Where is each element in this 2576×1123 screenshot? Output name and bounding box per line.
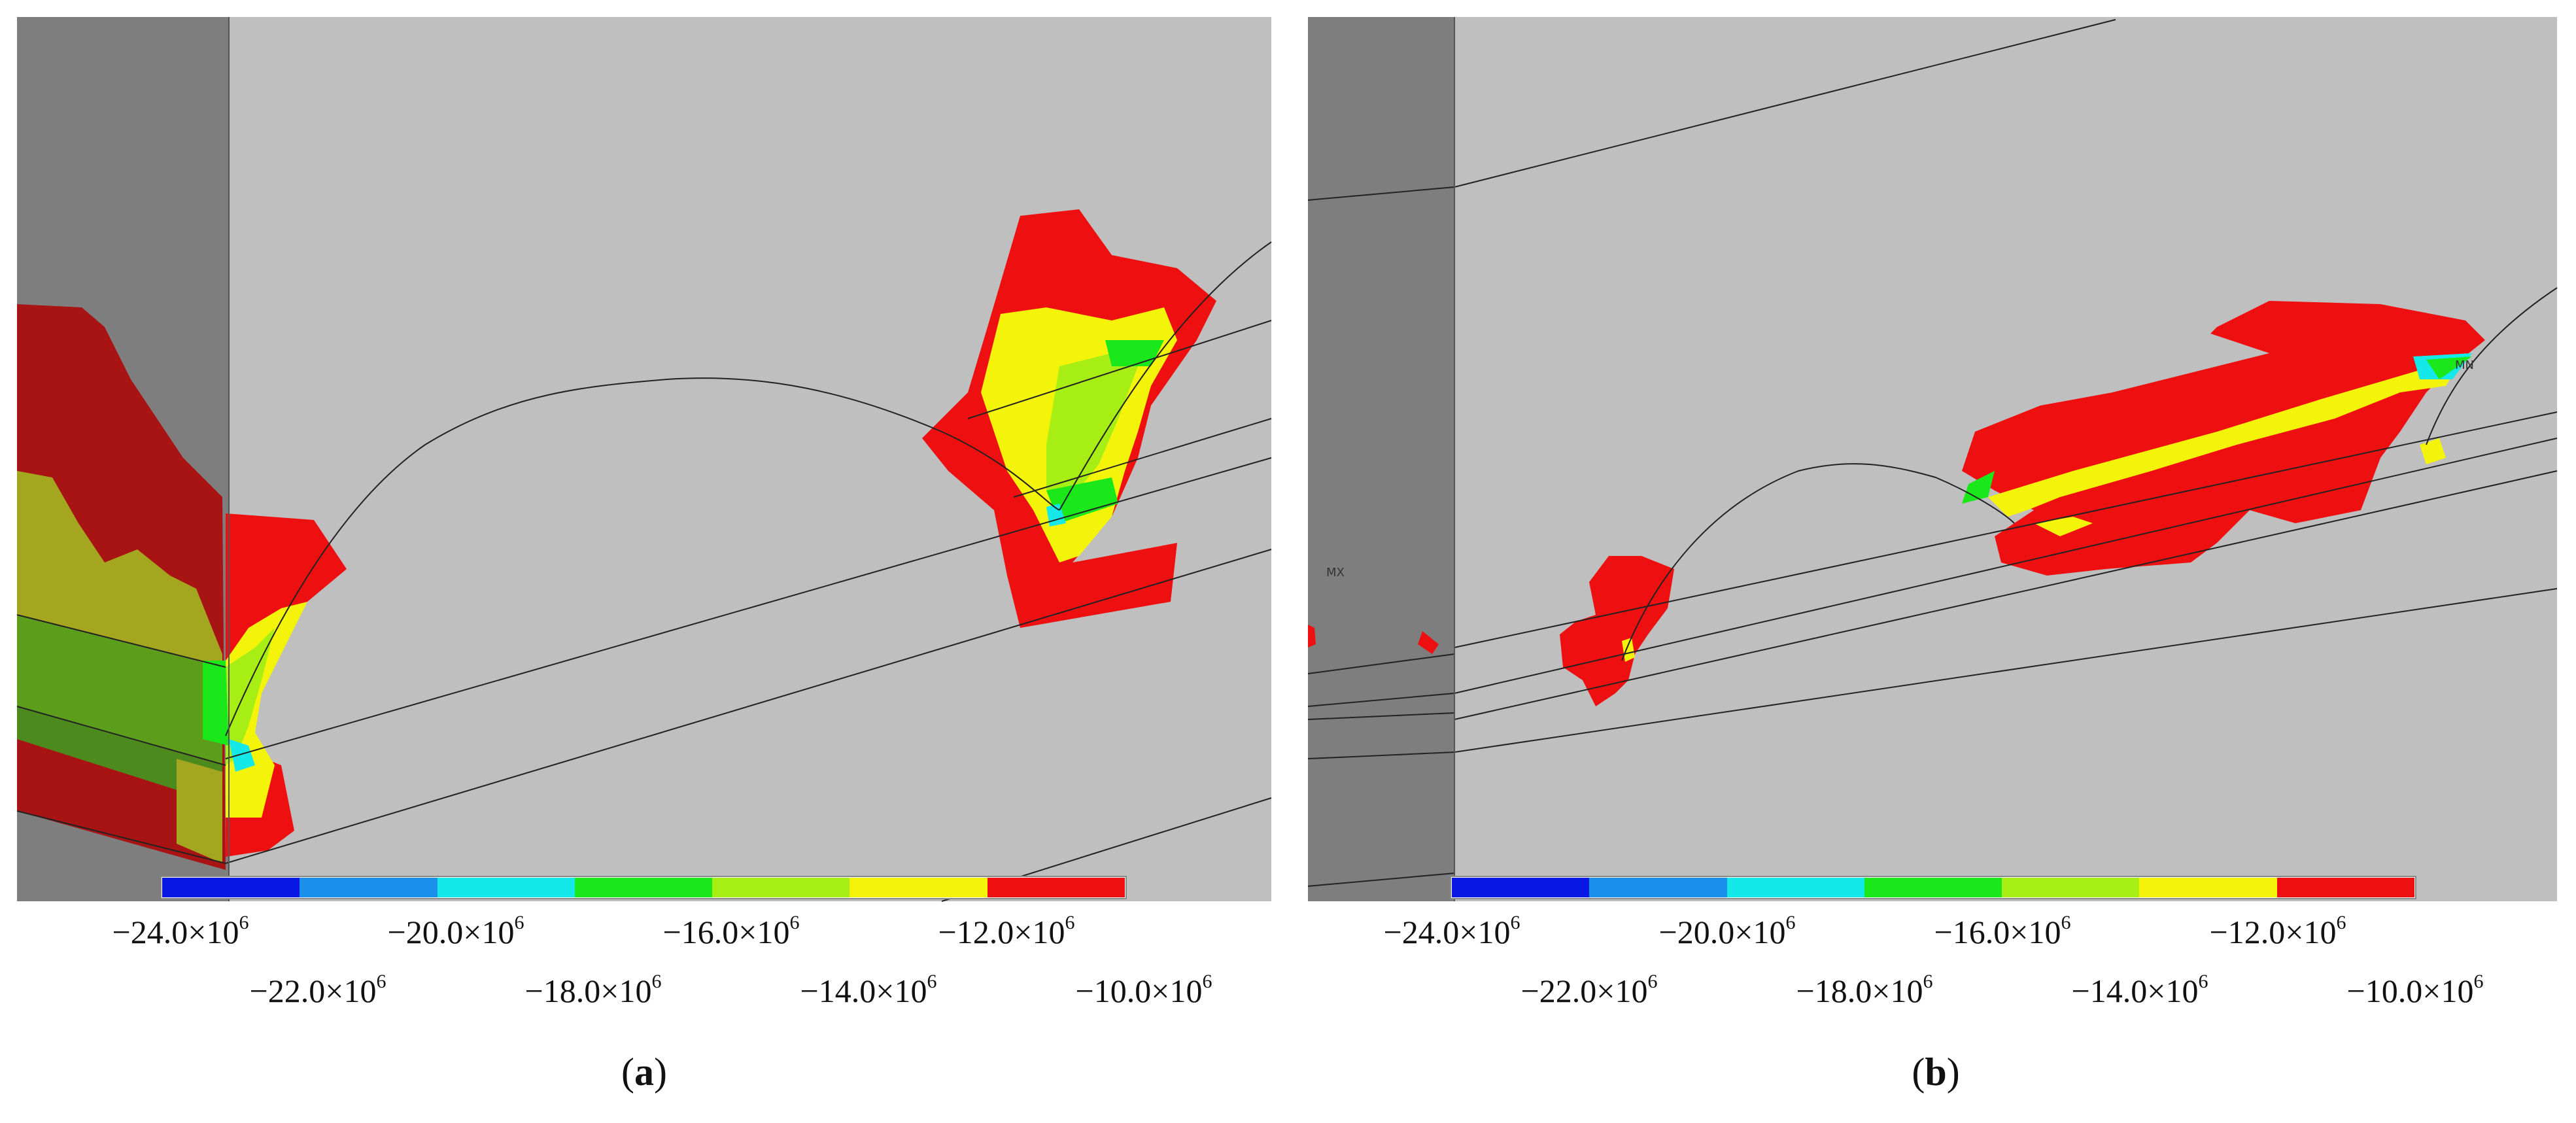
- panel-b-dark-face: [1308, 17, 1454, 901]
- panel-b-node-label-right: MN: [2455, 358, 2474, 372]
- panel-a-left-cyan-spot: [229, 739, 255, 772]
- colorbar-swatch-6: [2276, 878, 2414, 897]
- panel-a-right-lightgreen-zone: [1046, 353, 1138, 497]
- panel-b-tick-lower-0: −22.0×106: [1520, 971, 1658, 1009]
- panel-a-contour-plot: [16, 17, 1272, 902]
- panel-a-tick-lower-3: −10.0×106: [1075, 971, 1212, 1009]
- panel-b-tick-upper-0: −24.0×106: [1383, 912, 1520, 950]
- panel-a-right-green-mid: [1046, 477, 1118, 523]
- panel-a-tick-upper-3: −12.0×106: [938, 912, 1075, 950]
- panel-a-left-olive-lower: [177, 759, 222, 863]
- panel-b-colorbar-swatches: [1452, 878, 2414, 897]
- panel-b-right-yellow-band: [1988, 353, 2465, 517]
- colorbar-swatch-5: [850, 878, 987, 897]
- colorbar-swatch-4: [2002, 878, 2140, 897]
- colorbar-swatch-1: [1589, 878, 1727, 897]
- panel-b: MX MN −24.0×106 −20.0×106 −16.0×106 −12.…: [1288, 0, 2576, 1123]
- panel-a-left-green-band-2: [17, 706, 222, 804]
- panel-a-colorbar-swatches: [162, 878, 1125, 897]
- panel-a-mesh-lines: [16, 17, 1272, 902]
- panel-a-tick-lower-1: −18.0×106: [524, 971, 662, 1009]
- colorbar-swatch-0: [162, 878, 300, 897]
- panel-a-caption: (a): [621, 1050, 667, 1094]
- panel-b-tick-lower-1: −18.0×106: [1796, 971, 1933, 1009]
- panel-a-tick-upper-2: −16.0×106: [662, 912, 800, 950]
- panel-b-left-yellow-spot: [1622, 638, 1635, 662]
- panel-b-right-yellow-spot: [2034, 517, 2093, 536]
- panel-a-tick-lower-2: −14.0×106: [800, 971, 937, 1009]
- panel-a: −24.0×106 −20.0×106 −16.0×106 −12.0×106 …: [16, 17, 1272, 1094]
- panel-a-tick-lower-0: −22.0×106: [249, 971, 386, 1009]
- panel-b-node-label-left: MX: [1326, 566, 1345, 579]
- colorbar-swatch-3: [1864, 878, 2002, 897]
- colorbar-swatch-4: [712, 878, 850, 897]
- panel-b-tick-upper-1: −20.0×106: [1658, 912, 1796, 950]
- panel-b-mesh-lines: [1307, 17, 2558, 901]
- panel-b-caption: (b): [1912, 1050, 1960, 1094]
- panel-b-left-red-zone: [1560, 556, 1674, 706]
- colorbar-swatch-5: [2139, 878, 2277, 897]
- colorbar-swatch-3: [574, 878, 713, 897]
- panel-a-left-green-zone: [203, 661, 229, 746]
- panel-b-contour-plot: [1307, 17, 2558, 901]
- colorbar-swatch-2: [437, 878, 575, 897]
- panel-a-tick-upper-0: −24.0×106: [112, 912, 249, 950]
- panel-a-main-face: [229, 17, 1271, 901]
- panel-a-left-green-band: [17, 615, 222, 765]
- panel-a-tick-upper-1: −20.0×106: [387, 912, 524, 950]
- colorbar-swatch-6: [987, 878, 1125, 897]
- panel-b-right-green-tip: [2426, 356, 2472, 379]
- panel-b-tick-lower-2: −14.0×106: [2071, 971, 2208, 1009]
- panel-b-tick-upper-3: −12.0×106: [2209, 912, 2346, 950]
- panel-b-tick-lower-3: −10.0×106: [2346, 971, 2484, 1009]
- colorbar-swatch-2: [1726, 878, 1864, 897]
- colorbar-swatch-0: [1452, 878, 1590, 897]
- panel-b-left-red-edge: [1308, 625, 1316, 648]
- colorbar-swatch-1: [300, 878, 438, 897]
- panel-b-tick-upper-2: −16.0×106: [1934, 912, 2071, 950]
- panel-b-right-green-spot: [1962, 471, 1995, 504]
- panel-b-left-red-dot: [1418, 631, 1439, 654]
- panel-a-left-lightgreen-zone: [226, 628, 275, 765]
